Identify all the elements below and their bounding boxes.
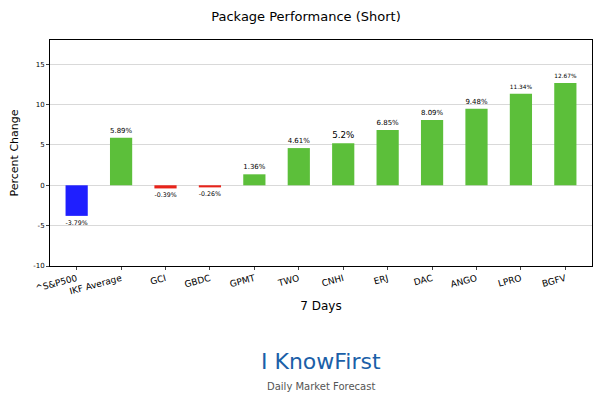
svg-text:5.2%: 5.2%	[332, 130, 354, 140]
svg-text:^S&P500: ^S&P500	[34, 273, 78, 294]
svg-text:15: 15	[36, 61, 45, 69]
svg-text:6.85%: 6.85%	[377, 119, 400, 127]
svg-text:-0.39%: -0.39%	[154, 191, 176, 198]
svg-text:10: 10	[36, 101, 45, 109]
svg-text:8.09%: 8.09%	[421, 109, 444, 117]
svg-text:11.34%: 11.34%	[510, 84, 533, 90]
svg-text:5: 5	[40, 141, 44, 149]
svg-text:GPMT: GPMT	[229, 273, 257, 289]
svg-text:4.61%: 4.61%	[288, 137, 311, 145]
svg-text:1.36%: 1.36%	[243, 163, 266, 171]
svg-text:LPRO: LPRO	[497, 273, 523, 289]
svg-text:IKF Average: IKF Average	[68, 273, 123, 297]
svg-text:-10: -10	[33, 262, 44, 270]
svg-text:-5: -5	[38, 222, 45, 230]
svg-text:TWO: TWO	[276, 273, 300, 288]
svg-text:ERJ: ERJ	[373, 273, 390, 286]
svg-text:ANGO: ANGO	[450, 273, 479, 290]
svg-text:BGFV: BGFV	[541, 273, 568, 289]
svg-text:Daily Market Forecast: Daily Market Forecast	[267, 381, 375, 392]
svg-text:-3.79%: -3.79%	[66, 219, 88, 226]
svg-text:7 Days: 7 Days	[300, 299, 341, 313]
svg-text:CNHI: CNHI	[321, 273, 345, 288]
svg-text:Percent Change: Percent Change	[8, 109, 21, 196]
svg-text:-0.26%: -0.26%	[199, 190, 221, 197]
svg-text:0: 0	[40, 182, 44, 190]
svg-text:9.48%: 9.48%	[465, 98, 488, 106]
svg-text:DAC: DAC	[413, 273, 434, 288]
svg-text:12.67%: 12.67%	[554, 73, 577, 79]
svg-text:Package Performance (Short): Package Performance (Short)	[211, 9, 401, 24]
svg-text:I KnowFirst: I KnowFirst	[261, 349, 381, 374]
svg-text:GBDC: GBDC	[184, 273, 212, 289]
svg-text:5.89%: 5.89%	[110, 127, 133, 135]
svg-text:GCI: GCI	[149, 273, 167, 287]
